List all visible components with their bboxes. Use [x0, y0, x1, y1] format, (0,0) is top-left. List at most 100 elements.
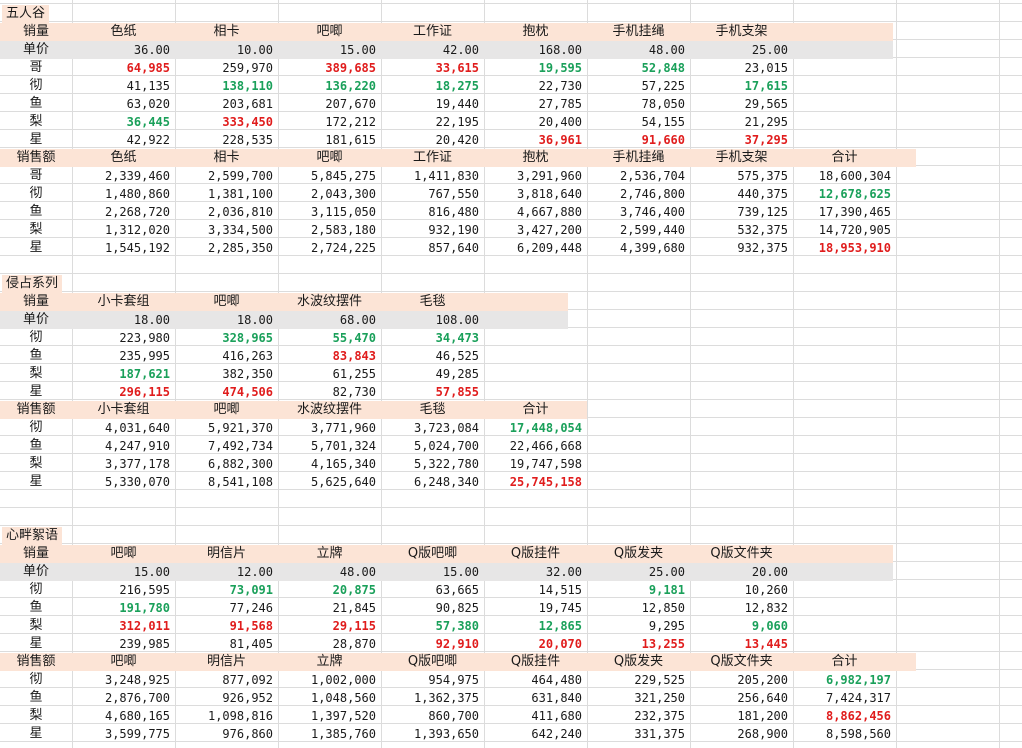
quantity-cell[interactable]: 20,875 [332, 583, 376, 597]
product-header[interactable]: 色纸 [110, 24, 137, 39]
revenue-cell[interactable]: 6,882,300 [207, 457, 273, 471]
product-header[interactable]: 小卡套组 [97, 294, 150, 309]
revenue-cell[interactable]: 954,975 [428, 673, 479, 687]
revenue-cell[interactable]: 877,092 [222, 673, 273, 687]
revenue-cell[interactable]: 6,209,448 [516, 241, 582, 255]
revenue-cell[interactable]: 4,399,680 [619, 241, 685, 255]
revenue-cell[interactable]: 1,480,860 [104, 187, 170, 201]
product-header[interactable]: 毛毯 [419, 402, 446, 417]
quantity-cell[interactable]: 9,295 [648, 619, 685, 633]
quantity-cell[interactable]: 228,535 [222, 133, 273, 147]
revenue-cell[interactable]: 440,375 [737, 187, 788, 201]
quantity-cell[interactable]: 172,212 [325, 115, 376, 129]
revenue-cell[interactable]: 3,599,775 [104, 727, 170, 741]
product-header[interactable]: Q版吧唧 [407, 546, 458, 561]
revenue-cell[interactable]: 4,247,910 [104, 439, 170, 453]
revenue-cell[interactable]: 2,043,300 [310, 187, 376, 201]
revenue-cell[interactable]: 2,036,810 [207, 205, 273, 219]
quantity-cell[interactable]: 239,985 [119, 637, 170, 651]
quantity-cell[interactable]: 20,400 [538, 115, 582, 129]
product-header[interactable]: Q版发夹 [613, 654, 664, 669]
revenue-cell[interactable]: 181,200 [737, 709, 788, 723]
total-cell[interactable]: 17,448,054 [509, 421, 582, 435]
quantity-cell[interactable]: 203,681 [222, 97, 273, 111]
revenue-cell[interactable]: 1,411,830 [413, 169, 479, 183]
revenue-cell[interactable]: 739,125 [737, 205, 788, 219]
revenue-cell[interactable]: 1,362,375 [413, 691, 479, 705]
product-header[interactable]: Q版挂件 [510, 546, 561, 561]
revenue-cell[interactable]: 2,536,704 [619, 169, 685, 183]
revenue-cell[interactable]: 2,583,180 [310, 223, 376, 237]
revenue-cell[interactable]: 5,330,070 [104, 475, 170, 489]
revenue-cell[interactable]: 932,375 [737, 241, 788, 255]
quantity-cell[interactable]: 78,050 [641, 97, 685, 111]
quantity-cell[interactable]: 19,595 [538, 61, 582, 75]
product-header[interactable]: 小卡套组 [97, 402, 150, 417]
revenue-cell[interactable]: 3,334,500 [207, 223, 273, 237]
quantity-cell[interactable]: 82,730 [332, 385, 376, 399]
unit-price-cell[interactable]: 108.00 [435, 313, 479, 327]
revenue-cell[interactable]: 1,002,000 [310, 673, 376, 687]
unit-price-cell[interactable]: 15.00 [442, 565, 479, 579]
quantity-cell[interactable]: 312,011 [119, 619, 170, 633]
product-header[interactable]: 立牌 [316, 654, 343, 669]
revenue-cell[interactable]: 464,480 [531, 673, 582, 687]
product-header[interactable]: 明信片 [206, 654, 246, 669]
quantity-cell[interactable]: 333,450 [222, 115, 273, 129]
quantity-cell[interactable]: 63,665 [435, 583, 479, 597]
revenue-cell[interactable]: 4,031,640 [104, 421, 170, 435]
revenue-cell[interactable]: 268,900 [737, 727, 788, 741]
revenue-cell[interactable]: 816,480 [428, 205, 479, 219]
revenue-cell[interactable]: 5,024,700 [413, 439, 479, 453]
unit-price-cell[interactable]: 25.00 [648, 565, 685, 579]
quantity-cell[interactable]: 81,405 [229, 637, 273, 651]
quantity-cell[interactable]: 41,135 [126, 79, 170, 93]
product-header[interactable]: 手机挂绳 [612, 150, 665, 165]
quantity-cell[interactable]: 46,525 [435, 349, 479, 363]
quantity-cell[interactable]: 29,115 [332, 619, 376, 633]
quantity-cell[interactable]: 14,515 [538, 583, 582, 597]
revenue-cell[interactable]: 2,599,440 [619, 223, 685, 237]
revenue-cell[interactable]: 857,640 [428, 241, 479, 255]
quantity-cell[interactable]: 23,015 [744, 61, 788, 75]
revenue-cell[interactable]: 860,700 [428, 709, 479, 723]
quantity-cell[interactable]: 20,420 [435, 133, 479, 147]
revenue-cell[interactable]: 631,840 [531, 691, 582, 705]
quantity-cell[interactable]: 29,565 [744, 97, 788, 111]
revenue-cell[interactable]: 3,723,084 [413, 421, 479, 435]
total-cell[interactable]: 18,600,304 [818, 169, 891, 183]
product-header[interactable]: 立牌 [316, 546, 343, 561]
quantity-cell[interactable]: 382,350 [222, 367, 273, 381]
quantity-cell[interactable]: 91,568 [229, 619, 273, 633]
total-cell[interactable]: 8,598,560 [825, 727, 891, 741]
quantity-cell[interactable]: 57,225 [641, 79, 685, 93]
quantity-cell[interactable]: 181,615 [325, 133, 376, 147]
revenue-cell[interactable]: 2,285,350 [207, 241, 273, 255]
quantity-cell[interactable]: 33,615 [435, 61, 479, 75]
product-header[interactable]: 吧唧 [110, 654, 137, 669]
quantity-cell[interactable]: 19,745 [538, 601, 582, 615]
quantity-cell[interactable]: 138,110 [222, 79, 273, 93]
quantity-cell[interactable]: 389,685 [325, 61, 376, 75]
revenue-cell[interactable]: 4,165,340 [310, 457, 376, 471]
quantity-cell[interactable]: 259,970 [222, 61, 273, 75]
revenue-cell[interactable]: 321,250 [634, 691, 685, 705]
quantity-cell[interactable]: 83,843 [332, 349, 376, 363]
quantity-cell[interactable]: 12,865 [538, 619, 582, 633]
quantity-cell[interactable]: 136,220 [325, 79, 376, 93]
product-header[interactable]: 手机支架 [715, 150, 768, 165]
product-header[interactable]: 吧唧 [316, 24, 343, 39]
revenue-cell[interactable]: 3,248,925 [104, 673, 170, 687]
product-header[interactable]: Q版发夹 [613, 546, 664, 561]
product-header[interactable]: Q版挂件 [510, 654, 561, 669]
revenue-cell[interactable]: 5,921,370 [207, 421, 273, 435]
product-header[interactable]: 抱枕 [522, 150, 549, 165]
product-header[interactable]: 工作证 [412, 150, 452, 165]
quantity-cell[interactable]: 10,260 [744, 583, 788, 597]
total-cell[interactable]: 22,466,668 [509, 439, 582, 453]
revenue-cell[interactable]: 6,248,340 [413, 475, 479, 489]
quantity-cell[interactable]: 90,825 [435, 601, 479, 615]
revenue-cell[interactable]: 642,240 [531, 727, 582, 741]
revenue-cell[interactable]: 256,640 [737, 691, 788, 705]
total-cell[interactable]: 25,745,158 [509, 475, 582, 489]
